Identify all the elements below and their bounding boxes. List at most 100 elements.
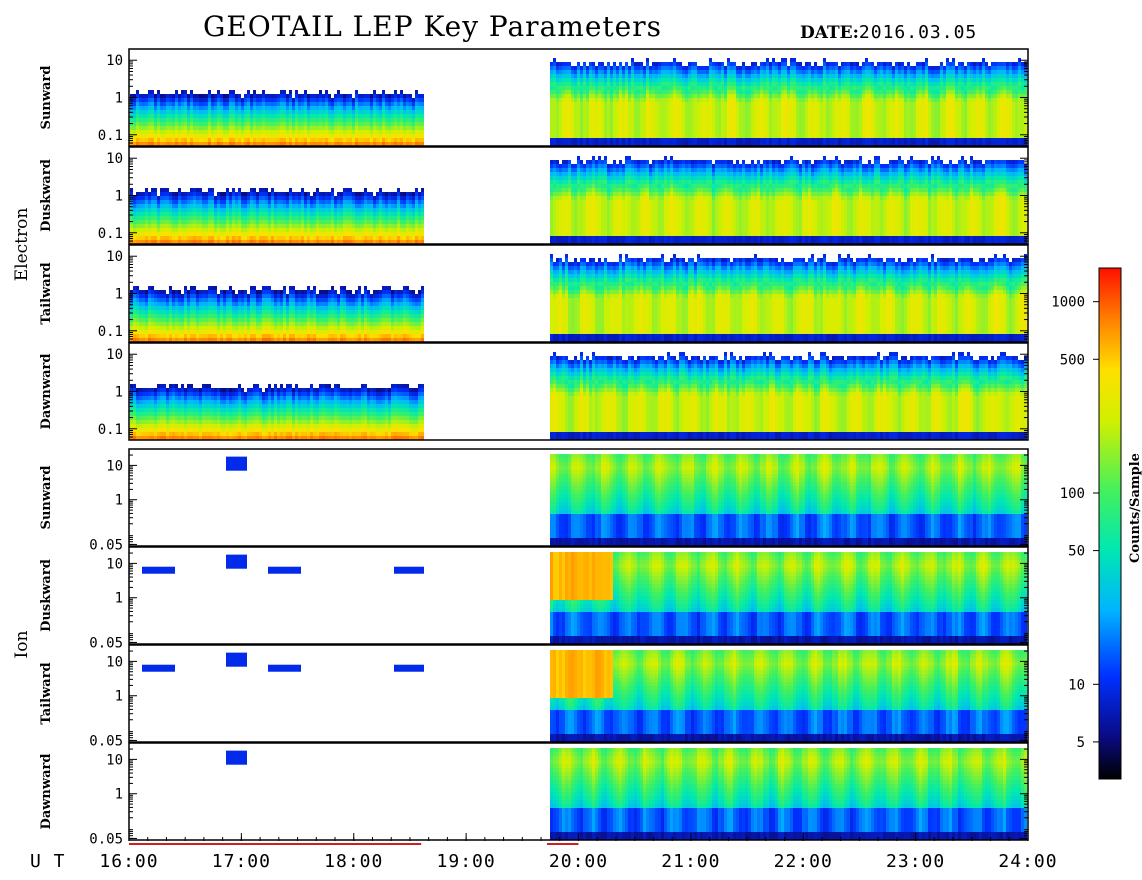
spectrogram-cell bbox=[379, 118, 382, 122]
spectrogram-cell bbox=[586, 130, 589, 134]
spectrogram-cell bbox=[205, 94, 208, 98]
spectrogram-cell bbox=[619, 94, 622, 98]
spectrogram-cell bbox=[331, 126, 334, 130]
spectrogram-cell bbox=[595, 134, 598, 138]
spectrogram-cell bbox=[247, 126, 250, 130]
spectrogram-cell bbox=[730, 134, 733, 138]
spectrogram-cell bbox=[913, 94, 916, 98]
spectrogram-cell bbox=[877, 78, 880, 82]
spectrogram-cell bbox=[139, 126, 142, 130]
spectrogram-cell bbox=[976, 82, 979, 86]
spectrogram-cell bbox=[772, 98, 775, 102]
spectrogram-cell bbox=[760, 90, 763, 94]
spectrogram-cell bbox=[178, 134, 181, 138]
spectrogram-cell bbox=[598, 134, 601, 138]
spectrogram-cell bbox=[328, 94, 331, 98]
spectrogram-cell bbox=[262, 98, 265, 102]
spectrogram-cell bbox=[901, 98, 904, 102]
spectrogram-cell bbox=[622, 114, 625, 118]
spectrogram-cell bbox=[247, 90, 250, 94]
spectrogram-cell bbox=[193, 188, 196, 192]
spectrogram-cell bbox=[394, 126, 397, 130]
spectrogram-cell bbox=[154, 110, 157, 114]
spectrogram-cell bbox=[709, 70, 712, 74]
spectrogram-cell bbox=[607, 118, 610, 122]
spectrogram-cell bbox=[877, 66, 880, 70]
spectrogram-cell bbox=[1006, 98, 1009, 102]
spectrogram-cell bbox=[625, 74, 628, 78]
spectrogram-cell bbox=[712, 114, 715, 118]
spectrogram-cell bbox=[409, 106, 412, 110]
spectrogram-cell bbox=[811, 82, 814, 86]
spectrogram-cell bbox=[649, 126, 652, 130]
spectrogram-cell bbox=[643, 82, 646, 86]
spectrogram-cell bbox=[196, 134, 199, 138]
spectrogram-cell bbox=[979, 102, 982, 106]
spectrogram-cell bbox=[868, 138, 871, 142]
spectrogram-cell bbox=[145, 142, 148, 146]
spectrogram-cell bbox=[586, 114, 589, 118]
spectrogram-cell bbox=[883, 66, 886, 70]
spectrogram-cell bbox=[571, 66, 574, 70]
spectrogram-cell bbox=[742, 114, 745, 118]
spectrogram-cell bbox=[895, 74, 898, 78]
spectrogram-cell bbox=[604, 70, 607, 74]
spectrogram-cell bbox=[721, 62, 724, 66]
spectrogram-cell bbox=[361, 106, 364, 110]
spectrogram-cell bbox=[766, 126, 769, 130]
spectrogram-cell bbox=[151, 224, 154, 228]
spectrogram-cell bbox=[874, 126, 877, 130]
spectrogram-cell bbox=[604, 134, 607, 138]
spectrogram-cell bbox=[910, 126, 913, 130]
spectrogram-cell bbox=[1012, 70, 1015, 74]
spectrogram-cell bbox=[241, 142, 244, 146]
spectrogram-cell bbox=[883, 78, 886, 82]
spectrogram-cell bbox=[625, 82, 628, 86]
spectrogram-cell bbox=[913, 134, 916, 138]
spectrogram-cell bbox=[298, 134, 301, 138]
spectrogram-cell bbox=[163, 130, 166, 134]
spectrogram-cell bbox=[706, 98, 709, 102]
spectrogram-cell bbox=[628, 74, 631, 78]
spectrogram-cell bbox=[946, 122, 949, 126]
spectrogram-cell bbox=[619, 66, 622, 70]
spectrogram-cell bbox=[253, 106, 256, 110]
spectrogram-cell bbox=[631, 70, 634, 74]
spectrogram-cell bbox=[829, 94, 832, 98]
spectrogram-cell bbox=[310, 130, 313, 134]
spectrogram-cell bbox=[670, 74, 673, 78]
spectrogram-cell bbox=[718, 142, 721, 146]
spectrogram-cell bbox=[184, 138, 187, 142]
spectrogram-cell bbox=[304, 134, 307, 138]
spectrogram-cell bbox=[739, 106, 742, 110]
spectrogram-cell bbox=[265, 126, 268, 130]
spectrogram-cell bbox=[283, 126, 286, 130]
spectrogram-cell bbox=[928, 126, 931, 130]
spectrogram-cell bbox=[247, 130, 250, 134]
spectrogram-cell bbox=[838, 126, 841, 130]
spectrogram-cell bbox=[160, 118, 163, 122]
spectrogram-cell bbox=[169, 130, 172, 134]
spectrogram-cell bbox=[259, 122, 262, 126]
spectrogram-cell bbox=[646, 94, 649, 98]
spectrogram-cell bbox=[184, 110, 187, 114]
spectrogram-cell bbox=[658, 106, 661, 110]
spectrogram-cell bbox=[868, 82, 871, 86]
spectrogram-cell bbox=[565, 122, 568, 126]
spectrogram-cell bbox=[562, 134, 565, 138]
spectrogram-cell bbox=[184, 90, 187, 94]
spectrogram-cell bbox=[928, 90, 931, 94]
spectrogram-cell bbox=[256, 98, 259, 102]
spectrogram-cell bbox=[955, 78, 958, 82]
spectrogram-cell bbox=[319, 142, 322, 146]
spectrogram-cell bbox=[901, 110, 904, 114]
spectrogram-cell bbox=[388, 106, 391, 110]
spectrogram-cell bbox=[991, 90, 994, 94]
spectrogram-cell bbox=[964, 66, 967, 70]
spectrogram-cell bbox=[190, 240, 193, 244]
spectrogram-cell bbox=[934, 102, 937, 106]
spectrogram-cell bbox=[301, 106, 304, 110]
spectrogram-cell bbox=[883, 102, 886, 106]
spectrogram-cell bbox=[379, 94, 382, 98]
spectrogram-cell bbox=[136, 90, 139, 94]
